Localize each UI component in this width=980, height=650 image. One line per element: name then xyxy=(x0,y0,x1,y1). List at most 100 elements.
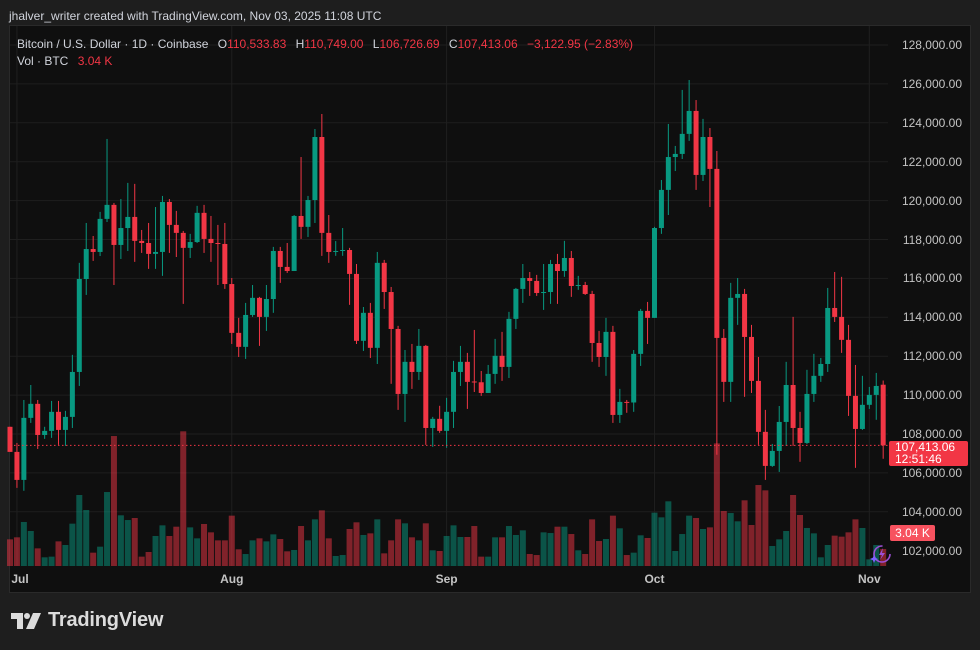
candle[interactable] xyxy=(603,317,609,376)
candle[interactable] xyxy=(201,204,207,253)
candle[interactable] xyxy=(527,271,533,296)
candle[interactable] xyxy=(478,370,484,396)
candle[interactable] xyxy=(686,80,692,141)
candle[interactable] xyxy=(451,360,457,428)
candle[interactable] xyxy=(617,388,623,423)
candle[interactable] xyxy=(111,202,117,286)
candle[interactable] xyxy=(762,409,768,480)
candle[interactable] xyxy=(631,349,637,412)
candle[interactable] xyxy=(298,157,304,239)
candle[interactable] xyxy=(125,182,131,251)
candle[interactable] xyxy=(340,228,346,256)
candle[interactable] xyxy=(56,400,62,445)
candle[interactable] xyxy=(153,207,159,269)
candle[interactable] xyxy=(159,195,165,276)
candle[interactable] xyxy=(755,356,761,445)
candle[interactable] xyxy=(700,118,706,181)
tradingview-brand[interactable]: TradingView xyxy=(11,609,163,632)
candle[interactable] xyxy=(208,215,214,262)
candle[interactable] xyxy=(776,405,782,472)
candle[interactable] xyxy=(83,222,89,295)
candle[interactable] xyxy=(582,281,588,295)
candle[interactable] xyxy=(347,247,353,305)
candle[interactable] xyxy=(291,214,297,272)
candle[interactable] xyxy=(14,442,20,488)
candle[interactable] xyxy=(250,285,256,317)
candle[interactable] xyxy=(222,222,228,289)
candle[interactable] xyxy=(672,145,678,172)
candle[interactable] xyxy=(839,276,845,353)
candle[interactable] xyxy=(492,338,498,384)
candle[interactable] xyxy=(104,138,110,222)
candle[interactable] xyxy=(187,233,193,258)
candle[interactable] xyxy=(645,301,651,344)
candle[interactable] xyxy=(859,375,865,430)
candle[interactable] xyxy=(319,114,325,256)
candle[interactable] xyxy=(256,296,262,346)
candle[interactable] xyxy=(146,222,152,269)
candle[interactable] xyxy=(90,235,96,261)
candle[interactable] xyxy=(804,369,810,444)
candle[interactable] xyxy=(749,324,755,393)
candle[interactable] xyxy=(832,271,838,322)
candle[interactable] xyxy=(742,288,748,397)
candle[interactable] xyxy=(277,246,283,283)
candle[interactable] xyxy=(714,151,720,455)
candle[interactable] xyxy=(354,264,359,344)
candle[interactable] xyxy=(846,324,852,416)
candle[interactable] xyxy=(236,317,242,357)
candle[interactable] xyxy=(596,330,602,367)
candle[interactable] xyxy=(166,199,172,253)
candle[interactable] xyxy=(416,328,422,380)
candle[interactable] xyxy=(326,214,332,263)
candle[interactable] xyxy=(679,89,685,159)
candle[interactable] xyxy=(707,128,713,208)
candle[interactable] xyxy=(430,416,436,447)
candle[interactable] xyxy=(548,259,554,304)
candle[interactable] xyxy=(132,183,138,262)
candle[interactable] xyxy=(873,372,879,420)
candle[interactable] xyxy=(243,302,249,359)
candle[interactable] xyxy=(7,426,13,452)
candle[interactable] xyxy=(589,290,595,362)
candle[interactable] xyxy=(42,426,48,439)
candle[interactable] xyxy=(852,364,858,468)
candle[interactable] xyxy=(437,405,443,433)
candle[interactable] xyxy=(76,262,82,386)
candle[interactable] xyxy=(139,229,145,253)
candle[interactable] xyxy=(790,316,796,446)
candle[interactable] xyxy=(69,354,75,428)
candle[interactable] xyxy=(388,286,394,384)
candle[interactable] xyxy=(485,364,491,393)
candle[interactable] xyxy=(624,399,630,413)
candle[interactable] xyxy=(21,399,27,491)
candle[interactable] xyxy=(62,410,68,446)
candle[interactable] xyxy=(735,278,741,325)
candle[interactable] xyxy=(402,349,408,422)
candle[interactable] xyxy=(263,285,269,331)
candle[interactable] xyxy=(180,230,186,304)
candle[interactable] xyxy=(513,287,519,329)
candle[interactable] xyxy=(49,400,55,438)
candle[interactable] xyxy=(797,411,803,462)
candle[interactable] xyxy=(270,246,276,313)
candle[interactable] xyxy=(215,224,221,286)
candle[interactable] xyxy=(693,100,699,190)
candle[interactable] xyxy=(568,250,574,297)
candle[interactable] xyxy=(194,205,200,244)
candle[interactable] xyxy=(381,259,387,309)
candle[interactable] xyxy=(471,329,477,392)
candle[interactable] xyxy=(423,344,429,445)
candle[interactable] xyxy=(499,331,505,381)
candle[interactable] xyxy=(464,352,470,409)
candle[interactable] xyxy=(118,199,124,259)
lightning-icon[interactable] xyxy=(870,543,892,565)
candle[interactable] xyxy=(333,241,339,256)
candle[interactable] xyxy=(880,380,886,459)
candle[interactable] xyxy=(721,328,727,402)
candle[interactable] xyxy=(769,443,775,467)
candle[interactable] xyxy=(305,195,311,237)
candle[interactable] xyxy=(229,278,235,344)
candle[interactable] xyxy=(575,275,581,290)
candle[interactable] xyxy=(554,253,560,304)
